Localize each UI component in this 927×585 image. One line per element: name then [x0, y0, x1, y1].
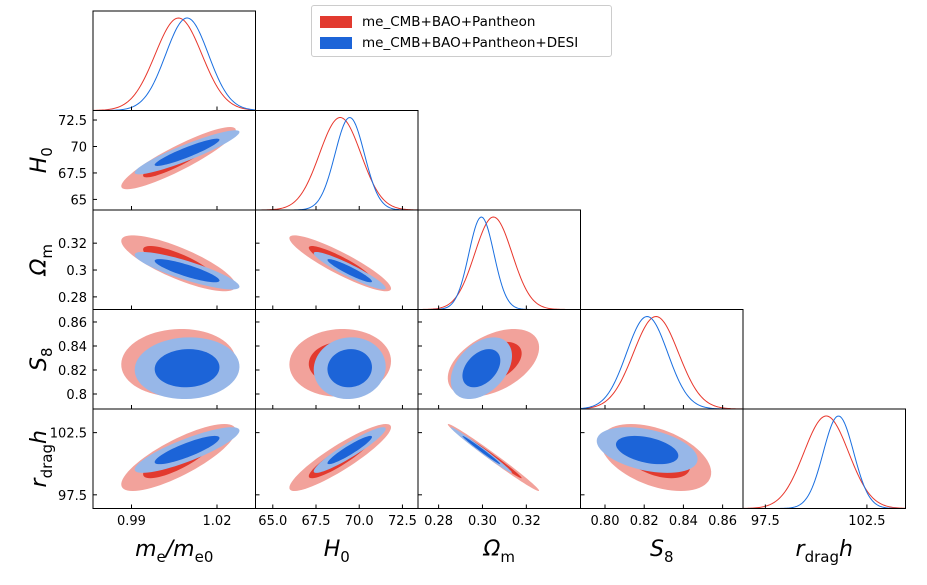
marginal-curve-blue-me_me0: [93, 17, 256, 111]
contour-68-blue-S8-vs-rdrag_h: [615, 435, 679, 465]
legend-swatch-red: [320, 16, 352, 28]
x-tick-label-Omega_m: 0.30: [468, 514, 497, 529]
x-tick-label-S8: 0.84: [669, 514, 698, 529]
legend: me_CMB+BAO+Pantheon me_CMB+BAO+Pantheon+…: [311, 5, 612, 57]
legend-swatch-blue: [320, 37, 352, 49]
marginal-curve-red-rdrag_h: [743, 415, 906, 509]
x-tick-label-H0: 70.0: [345, 514, 374, 529]
y-axis-label-Omega_m: Ωm: [27, 244, 56, 276]
y-axis-label-H0: H0: [27, 147, 56, 173]
marginal-curve-blue-S8: [580, 316, 743, 409]
x-tick-label-S8: 0.80: [591, 514, 620, 529]
y-tick-label-Omega_m: 0.28: [58, 291, 87, 306]
contour-68-blue-Omega_m-vs-rdrag_h: [462, 435, 501, 465]
x-axis-label-me_me0: me/me0: [135, 537, 213, 566]
y-tick-label-Omega_m: 0.32: [58, 237, 87, 252]
y-tick-label-H0: 65: [70, 193, 87, 208]
x-tick-label-Omega_m: 0.32: [512, 514, 541, 529]
panel-frame-rdrag_h-rdrag_h: [742, 408, 906, 509]
y-tick-label-H0: 67.5: [58, 167, 87, 182]
x-tick-label-S8: 0.82: [630, 514, 659, 529]
legend-entry-2: me_CMB+BAO+Pantheon+DESI: [320, 33, 578, 53]
x-tick-label-H0: 65.0: [258, 514, 287, 529]
marginal-curve-red-Omega_m: [418, 216, 581, 310]
y-axis-label-rdrag_h: rdragh: [27, 430, 56, 487]
contour-68-blue-me_me0-vs-H0: [154, 138, 220, 166]
y-axis-label-S8: S8: [27, 347, 56, 371]
panel-frame-me_me0-me_me0: [92, 10, 256, 111]
x-tick-label-Omega_m: 0.28: [424, 514, 453, 529]
marginal-curve-blue-rdrag_h: [743, 415, 906, 509]
y-tick-label-H0: 70: [70, 140, 87, 155]
marginal-curve-red-me_me0: [93, 17, 256, 111]
contour-68-blue-Omega_m-vs-S8: [462, 349, 501, 388]
contour-68-blue-me_me0-vs-Omega_m: [154, 259, 220, 283]
panel-frame-S8-S8: [580, 309, 744, 410]
y-tick-label-S8: 0.84: [58, 340, 87, 355]
contour-68-blue-me_me0-vs-S8: [154, 349, 220, 388]
legend-entry-1: me_CMB+BAO+Pantheon: [320, 12, 535, 32]
y-tick-label-S8: 0.86: [58, 316, 87, 331]
panel-frame-H0-H0: [255, 110, 419, 211]
marginal-curve-blue-H0: [255, 117, 418, 210]
panel-frame-Omega_m-Omega_m: [417, 209, 581, 310]
x-axis-label-rdrag_h: rdragh: [796, 537, 853, 566]
y-tick-label-rdrag_h: 102.5: [50, 427, 87, 442]
contour-68-blue-H0-vs-rdrag_h: [327, 435, 372, 465]
x-axis-label-Omega_m: Ωm: [483, 537, 515, 566]
marginal-curve-red-S8: [580, 316, 743, 409]
legend-label-1: me_CMB+BAO+Pantheon: [362, 14, 536, 30]
y-tick-label-S8: 0.8: [66, 388, 87, 403]
x-tick-label-me_me0: 1.02: [203, 514, 232, 529]
y-tick-label-S8: 0.82: [58, 364, 87, 379]
marginal-curve-red-H0: [255, 117, 418, 210]
x-tick-label-me_me0: 0.99: [117, 514, 146, 529]
x-axis-label-H0: H0: [324, 537, 350, 566]
x-tick-label-rdrag_h: 102.5: [848, 514, 885, 529]
y-tick-label-rdrag_h: 97.5: [58, 489, 87, 504]
x-tick-label-rdrag_h: 97.5: [751, 514, 780, 529]
y-tick-label-H0: 72.5: [58, 114, 87, 129]
x-tick-label-S8: 0.86: [708, 514, 737, 529]
contour-68-blue-H0-vs-Omega_m: [327, 259, 372, 283]
marginal-curve-blue-Omega_m: [418, 216, 581, 310]
x-tick-label-H0: 72.5: [388, 514, 417, 529]
x-axis-label-S8: S8: [650, 537, 674, 566]
x-tick-label-H0: 67.5: [302, 514, 331, 529]
contour-68-blue-me_me0-vs-rdrag_h: [154, 435, 220, 465]
contour-68-blue-H0-vs-S8: [327, 349, 372, 388]
y-tick-label-Omega_m: 0.3: [66, 264, 87, 279]
legend-label-2: me_CMB+BAO+Pantheon+DESI: [362, 35, 579, 51]
